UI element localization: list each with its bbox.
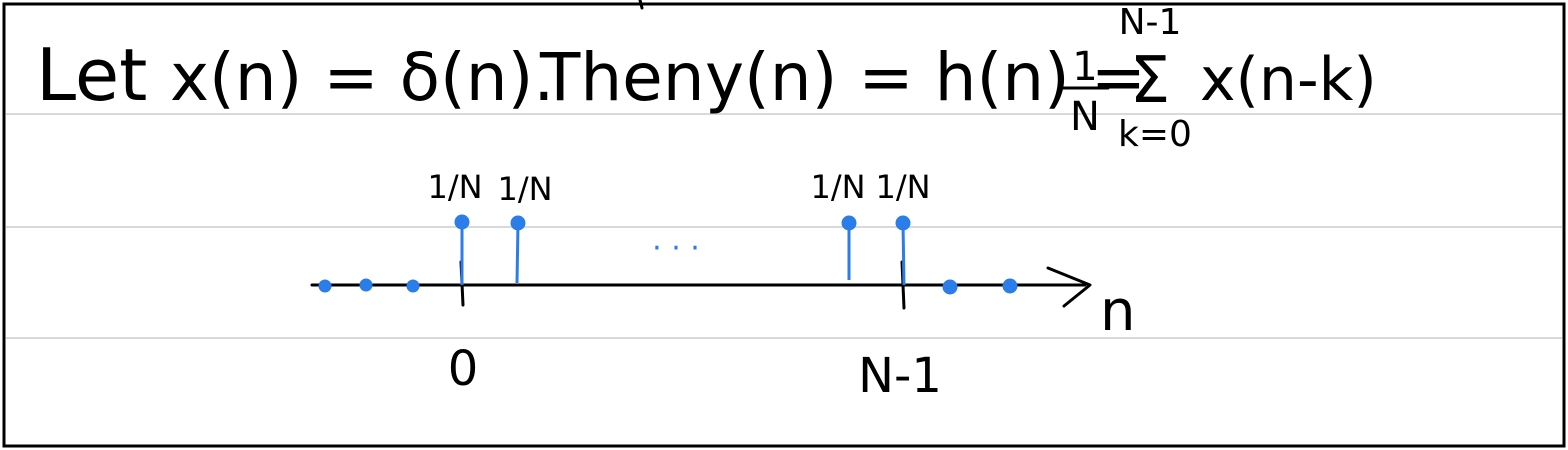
stem-label: 1/N [810,168,865,206]
axis-label-n: n [1100,279,1136,344]
equation-then: Then [539,39,705,116]
fraction-denominator: N [1070,94,1100,140]
stem-head [510,215,526,231]
stem-line [515,222,520,284]
zero-sample-dot [942,279,958,295]
summand: x(n-k) [1200,45,1377,115]
sum-lower-limit: k=0 [1118,114,1192,155]
zero-sample-dot [318,279,332,293]
stem-label: 1/N [875,168,930,206]
equation: Let x(n) = δ(n). Then y(n) = h(n) = 1 N … [36,2,1377,155]
stem-head [454,214,470,230]
zero-sample-dot [406,279,420,293]
sum-symbol: Σ [1130,44,1170,118]
tick-label-zero: 0 [448,341,479,397]
stem-head [841,215,857,231]
pen-stroke-mark [638,0,644,10]
continuation-dots: · · · [652,231,700,266]
stem-label: 1/N [427,168,482,206]
equation-y-def: y(n) = h(n) = [705,39,1146,116]
fraction-numerator: 1 [1072,44,1097,90]
equation-x-def: x(n) = δ(n). [170,39,554,116]
stem-line [901,222,906,286]
stem-plot: n 0 N-1 1/N 1/N 1/N 1/N · · · [310,168,1136,404]
zero-sample-dot [359,278,373,292]
stem-label: 1/N [497,170,552,208]
zero-sample-dot [1002,278,1018,294]
tick-label-n-minus-1: N-1 [858,348,942,404]
equation-lead: Let [36,33,147,117]
stem-head [895,215,911,231]
axis-arrowhead [1046,266,1092,308]
sum-upper-limit: N-1 [1119,2,1182,43]
